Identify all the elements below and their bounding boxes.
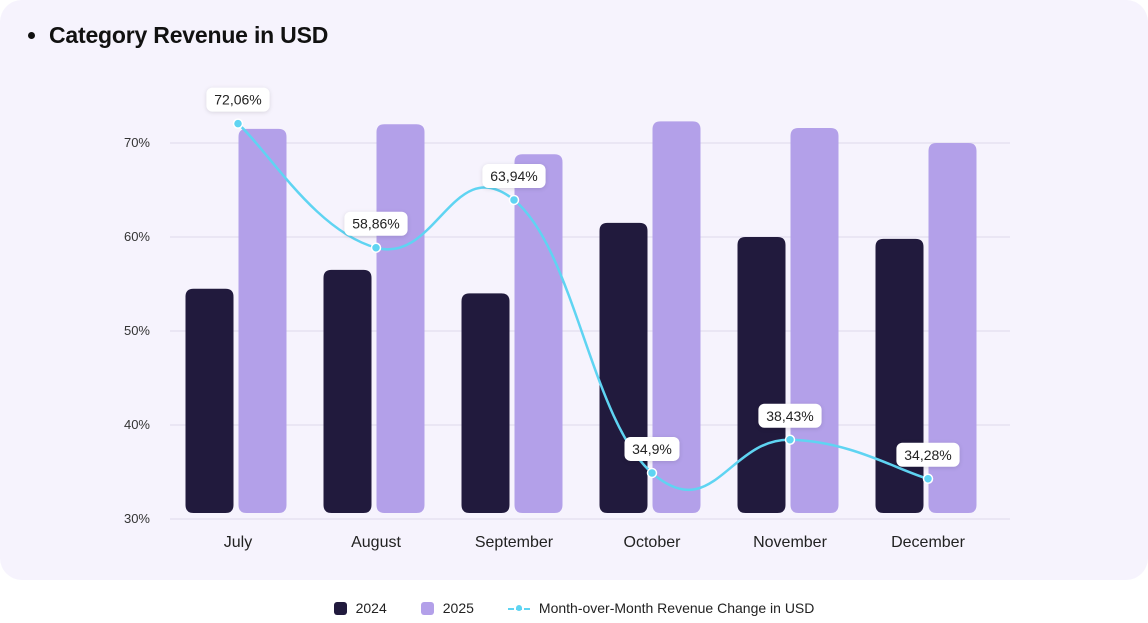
y-tick-label: 70%: [124, 135, 150, 150]
bar-2025: [652, 121, 701, 513]
bar-2025: [238, 128, 287, 513]
mom-change-point: [646, 467, 658, 479]
bar-2024: [737, 237, 786, 513]
bar-2025: [928, 143, 977, 513]
legend-item-2024[interactable]: 2024: [333, 600, 387, 616]
legend-item-mom-change[interactable]: Month-over-Month Revenue Change in USD: [507, 600, 815, 616]
mom-change-point: [370, 242, 382, 253]
legend-line-icon: [507, 602, 530, 615]
mom-change-point: [232, 118, 244, 129]
x-tick-label: August: [351, 534, 401, 551]
data-label-box: [206, 87, 270, 112]
bar-2024: [599, 222, 648, 513]
bar-2024: [875, 238, 924, 513]
mom-change-point: [922, 473, 934, 485]
bar-2024: [461, 293, 510, 513]
data-label: 58,86%: [352, 216, 399, 232]
bar-2025: [790, 127, 839, 514]
legend-item-2025[interactable]: 2025: [420, 600, 474, 616]
data-label-box: [344, 211, 408, 236]
x-tick-label: December: [891, 534, 965, 551]
y-tick-label: 50%: [124, 323, 150, 338]
title-bullet-icon: [28, 32, 35, 39]
data-label: 38,43%: [766, 408, 813, 424]
y-tick-label: 30%: [124, 511, 150, 526]
bar-2025: [376, 124, 425, 513]
bar-2024: [323, 269, 372, 513]
mom-change-point: [508, 194, 520, 206]
x-tick-label: July: [224, 534, 252, 551]
legend-label-mom-change: Month-over-Month Revenue Change in USD: [538, 600, 815, 616]
data-label-box: [624, 436, 680, 461]
mom-change-point: [784, 434, 796, 446]
bar-2024: [185, 288, 234, 513]
legend-label-2024: 2024: [355, 600, 387, 616]
legend-label-2025: 2025: [442, 600, 474, 616]
data-label-box: [758, 403, 822, 428]
data-label: 63,94%: [490, 168, 537, 184]
chart-svg: 30% 40% 50% 60% 70% July August September Octobe…: [124, 87, 1010, 551]
x-tick-label: October: [624, 534, 682, 551]
chart-title: Category Revenue in USD: [49, 22, 329, 48]
y-tick-label: 60%: [124, 229, 150, 244]
legend-swatch-2025: [420, 601, 434, 615]
data-label: 72,06%: [214, 92, 261, 108]
x-tick-label: September: [475, 534, 554, 551]
data-label-box: [896, 442, 960, 467]
x-tick-label: November: [753, 534, 827, 551]
bar-2025: [514, 154, 563, 513]
legend: 2024 2025 Month-over-Month Revenue Chang…: [0, 600, 1148, 616]
data-label-box: [482, 163, 546, 188]
chart-header: Category Revenue in USD: [28, 22, 328, 49]
data-label: 34,28%: [904, 447, 951, 463]
legend-swatch-2024: [333, 601, 347, 615]
y-tick-label: 40%: [124, 417, 150, 432]
data-label: 34,9%: [632, 441, 672, 457]
